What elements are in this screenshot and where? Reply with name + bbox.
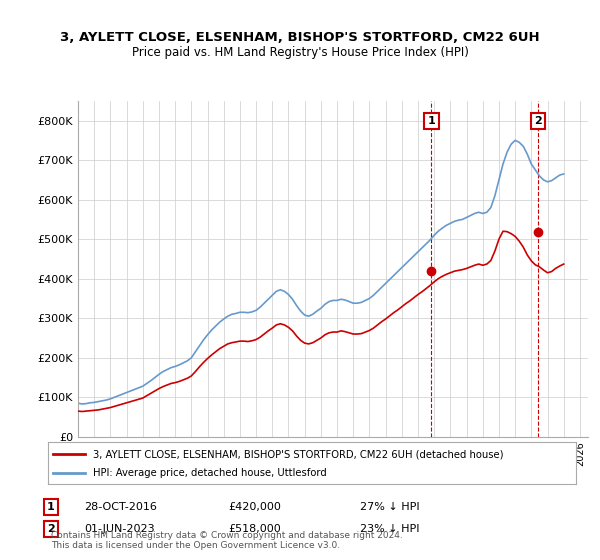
Text: 1: 1	[428, 116, 436, 126]
Text: £420,000: £420,000	[228, 502, 281, 512]
Text: 3, AYLETT CLOSE, ELSENHAM, BISHOP'S STORTFORD, CM22 6UH: 3, AYLETT CLOSE, ELSENHAM, BISHOP'S STOR…	[60, 31, 540, 44]
Text: Contains HM Land Registry data © Crown copyright and database right 2024.
This d: Contains HM Land Registry data © Crown c…	[51, 530, 403, 550]
Text: Price paid vs. HM Land Registry's House Price Index (HPI): Price paid vs. HM Land Registry's House …	[131, 46, 469, 59]
Text: 3, AYLETT CLOSE, ELSENHAM, BISHOP'S STORTFORD, CM22 6UH (detached house): 3, AYLETT CLOSE, ELSENHAM, BISHOP'S STOR…	[93, 449, 503, 459]
Text: 2: 2	[47, 524, 55, 534]
Text: 2: 2	[534, 116, 542, 126]
Text: 28-OCT-2016: 28-OCT-2016	[84, 502, 157, 512]
Text: 23% ↓ HPI: 23% ↓ HPI	[360, 524, 419, 534]
Text: 27% ↓ HPI: 27% ↓ HPI	[360, 502, 419, 512]
Text: £518,000: £518,000	[228, 524, 281, 534]
Text: 01-JUN-2023: 01-JUN-2023	[84, 524, 155, 534]
Text: 1: 1	[47, 502, 55, 512]
Text: HPI: Average price, detached house, Uttlesford: HPI: Average price, detached house, Uttl…	[93, 468, 326, 478]
